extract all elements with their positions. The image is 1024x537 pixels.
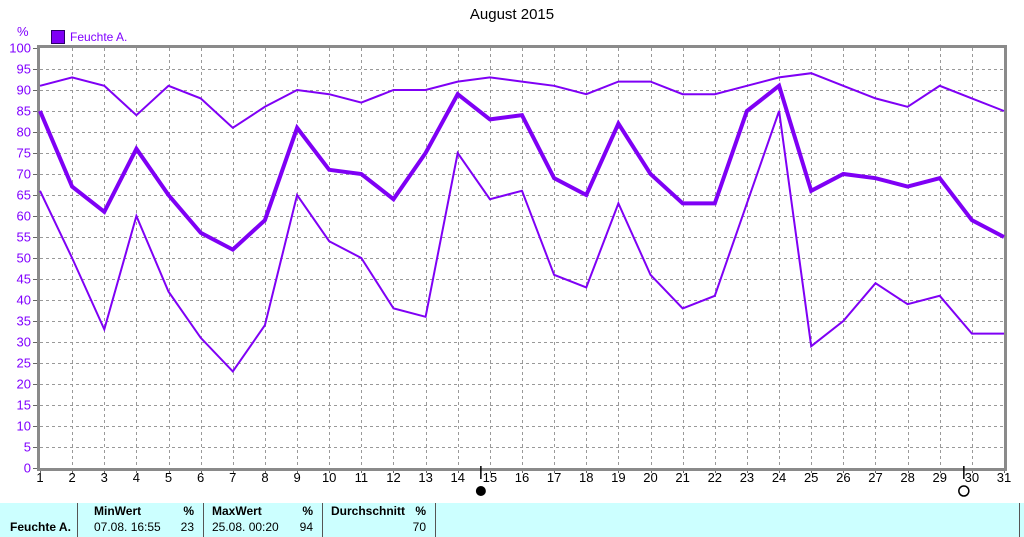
svg-text:85: 85 [17, 104, 31, 119]
maxwert-header: MaxWert [212, 504, 262, 518]
durchschnitt-unit-header: % [415, 504, 426, 518]
svg-text:15: 15 [483, 470, 497, 485]
series-max-line [39, 72, 1005, 130]
svg-text:0: 0 [24, 461, 31, 476]
svg-text:5: 5 [165, 470, 172, 485]
svg-text:60: 60 [17, 209, 31, 224]
maxwert-timestamp: 25.08. 00:20 [212, 520, 279, 534]
svg-text:24: 24 [772, 470, 786, 485]
svg-text:2: 2 [69, 470, 76, 485]
svg-text:5: 5 [24, 440, 31, 455]
svg-text:75: 75 [17, 146, 31, 161]
svg-text:80: 80 [17, 125, 31, 140]
legend-label: Feuchte A. [70, 30, 128, 44]
svg-text:25: 25 [17, 356, 31, 371]
svg-text:50: 50 [17, 251, 31, 266]
svg-text:100: 100 [9, 41, 31, 56]
svg-text:1: 1 [36, 470, 43, 485]
svg-text:10: 10 [322, 470, 336, 485]
svg-text:17: 17 [547, 470, 561, 485]
svg-text:26: 26 [836, 470, 850, 485]
stats-col-filler [436, 503, 1024, 537]
maxwert-unit-header: % [302, 504, 313, 518]
stats-col-series: Feuchte A. [0, 503, 78, 537]
svg-text:16: 16 [515, 470, 529, 485]
svg-text:14: 14 [450, 470, 464, 485]
svg-text:15: 15 [17, 398, 31, 413]
series-avg-line [38, 82, 1005, 253]
durchschnitt-value: 70 [412, 520, 426, 534]
svg-text:8: 8 [261, 470, 268, 485]
svg-text:18: 18 [579, 470, 593, 485]
full-moon-icon [958, 485, 970, 497]
legend-swatch-icon [51, 30, 65, 44]
stats-col-minwert: MinWert % 07.08. 16:55 23 [78, 503, 204, 537]
svg-text:25: 25 [804, 470, 818, 485]
svg-text:22: 22 [708, 470, 722, 485]
svg-text:95: 95 [17, 62, 31, 77]
svg-text:90: 90 [17, 83, 31, 98]
svg-text:30: 30 [17, 335, 31, 350]
stats-col-durchschnitt: Durchschnitt % 70 [323, 503, 436, 537]
svg-text:55: 55 [17, 230, 31, 245]
new-moon-icon [475, 486, 486, 496]
svg-text:4: 4 [133, 470, 140, 485]
svg-text:3: 3 [101, 470, 108, 485]
svg-text:6: 6 [197, 470, 204, 485]
chart-legend: Feuchte A. [51, 30, 127, 44]
svg-text:29: 29 [932, 470, 946, 485]
maxwert-value: 94 [299, 520, 313, 534]
table-row-label: Feuchte A. [10, 520, 71, 534]
svg-text:19: 19 [611, 470, 625, 485]
svg-text:70: 70 [17, 167, 31, 182]
gridlines [40, 48, 1004, 468]
series-min-line [39, 110, 1004, 373]
svg-text:27: 27 [868, 470, 882, 485]
svg-text:11: 11 [355, 470, 369, 485]
svg-text:31: 31 [997, 470, 1011, 485]
svg-text:30: 30 [965, 470, 979, 485]
plot-frame [37, 45, 1007, 471]
stats-col-maxwert: MaxWert % 25.08. 00:20 94 [204, 503, 323, 537]
svg-text:35: 35 [17, 314, 31, 329]
svg-text:40: 40 [17, 293, 31, 308]
minwert-unit-header: % [183, 504, 194, 518]
svg-text:7: 7 [229, 470, 236, 485]
minwert-header: MinWert [94, 504, 142, 518]
svg-text:45: 45 [17, 272, 31, 287]
y-axis-unit-label: % [17, 24, 29, 39]
svg-text:28: 28 [900, 470, 914, 485]
x-axis-labels: 1 2 3 4 5 6 7 8 9 10 11 12 13 14 15 16 17 18 19 20 21 22 23 24 2… [36, 470, 1011, 485]
svg-text:20: 20 [17, 377, 31, 392]
svg-text:10: 10 [17, 419, 31, 434]
svg-text:20: 20 [643, 470, 657, 485]
minwert-timestamp: 07.08. 16:55 [94, 520, 161, 534]
svg-text:21: 21 [675, 470, 689, 485]
svg-text:12: 12 [386, 470, 400, 485]
chart-title: August 2015 [469, 6, 555, 23]
stats-table: Feuchte A. MinWert % 07.08. 16:55 23 Max… [0, 503, 1024, 537]
svg-text:65: 65 [17, 188, 31, 203]
durchschnitt-header: Durchschnitt [331, 504, 406, 518]
minwert-value: 23 [180, 520, 194, 534]
y-axis-labels: 0 5 10 15 20 25 30 35 40 45 50 55 60 65 70 75 80 85 90 95 10… [9, 41, 31, 476]
svg-text:13: 13 [418, 470, 432, 485]
table-end-divider [1019, 503, 1020, 537]
svg-text:23: 23 [740, 470, 754, 485]
svg-text:9: 9 [293, 470, 300, 485]
